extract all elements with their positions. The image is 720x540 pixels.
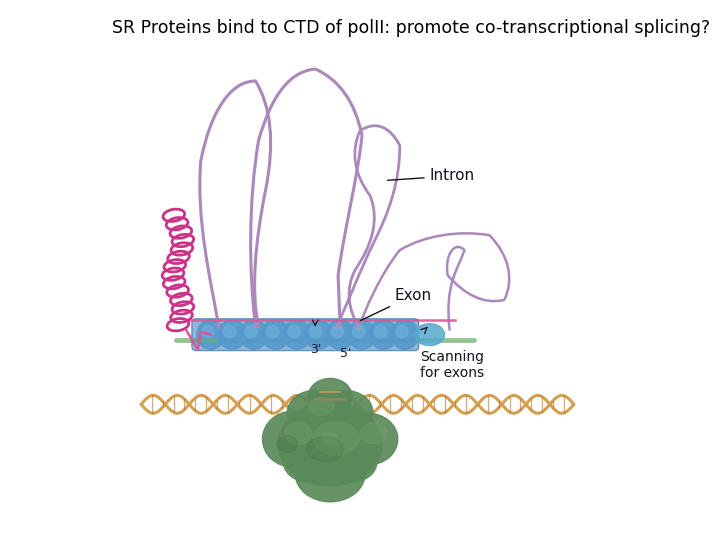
Ellipse shape (326, 320, 354, 349)
Ellipse shape (374, 326, 387, 338)
Text: Exon: Exon (361, 288, 432, 321)
Text: 3': 3' (310, 342, 322, 355)
Ellipse shape (288, 326, 300, 338)
Ellipse shape (277, 436, 298, 453)
Ellipse shape (307, 436, 343, 462)
Ellipse shape (223, 326, 235, 338)
Ellipse shape (338, 413, 398, 465)
Ellipse shape (310, 326, 322, 338)
Ellipse shape (361, 423, 387, 443)
Ellipse shape (245, 326, 257, 338)
Text: 5': 5' (340, 347, 351, 360)
Ellipse shape (313, 421, 359, 455)
Ellipse shape (285, 422, 312, 444)
Ellipse shape (197, 320, 225, 349)
Ellipse shape (284, 442, 333, 482)
Ellipse shape (331, 326, 343, 338)
Text: SR Proteins bind to CTD of polII: promote co-transcriptional splicing?: SR Proteins bind to CTD of polII: promot… (112, 19, 710, 37)
Ellipse shape (263, 411, 322, 467)
Ellipse shape (352, 326, 365, 338)
Ellipse shape (279, 402, 382, 486)
Ellipse shape (283, 320, 311, 349)
FancyBboxPatch shape (192, 319, 419, 350)
Ellipse shape (202, 326, 214, 338)
Ellipse shape (348, 320, 376, 349)
Ellipse shape (218, 320, 246, 349)
Ellipse shape (240, 320, 268, 349)
Ellipse shape (318, 390, 373, 434)
Text: Scanning
for exons: Scanning for exons (420, 349, 484, 380)
Ellipse shape (295, 446, 365, 502)
Ellipse shape (395, 326, 408, 338)
Ellipse shape (309, 397, 334, 415)
Ellipse shape (287, 390, 343, 434)
Ellipse shape (327, 442, 377, 482)
Ellipse shape (415, 323, 444, 346)
Ellipse shape (391, 320, 419, 349)
Ellipse shape (308, 379, 352, 414)
Text: Intron: Intron (387, 168, 474, 184)
Ellipse shape (266, 326, 279, 338)
Ellipse shape (305, 320, 333, 349)
Ellipse shape (369, 320, 397, 349)
Ellipse shape (261, 320, 289, 349)
